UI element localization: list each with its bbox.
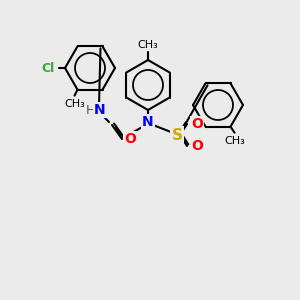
Text: O: O [191, 117, 203, 131]
Text: Cl: Cl [41, 61, 55, 74]
Text: CH₃: CH₃ [64, 99, 85, 109]
Text: S: S [172, 128, 182, 142]
Text: O: O [191, 139, 203, 153]
Text: CH₃: CH₃ [224, 136, 245, 146]
Text: O: O [124, 132, 136, 146]
Text: N: N [94, 103, 106, 117]
Text: H: H [85, 103, 95, 116]
Text: CH₃: CH₃ [138, 40, 158, 50]
Text: N: N [142, 115, 154, 129]
